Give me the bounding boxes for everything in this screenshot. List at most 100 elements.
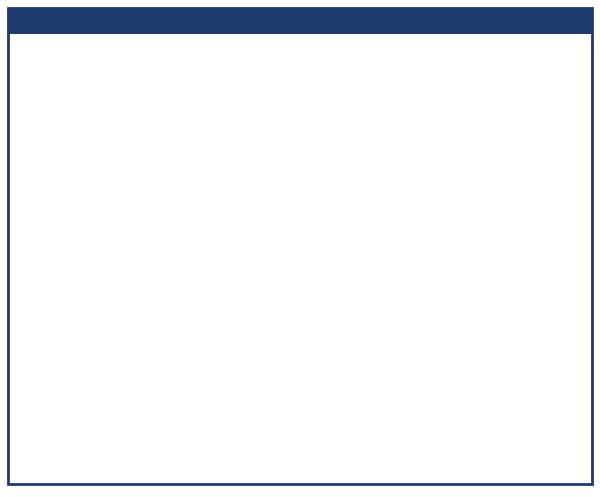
Text: 50.0%: 50.0% xyxy=(338,236,372,246)
Text: 410,634: 410,634 xyxy=(328,398,372,408)
Text: 0: 0 xyxy=(366,344,372,354)
Text: Financial expenses: Financial expenses xyxy=(13,326,106,336)
Text: 91.1%: 91.1% xyxy=(338,92,372,102)
Text: 960,868: 960,868 xyxy=(440,38,480,48)
Text: 0: 0 xyxy=(582,344,588,354)
Text: EBITDA: EBITDA xyxy=(13,218,53,228)
Text: -6,556: -6,556 xyxy=(557,326,588,336)
Text: Profit before tax: Profit before tax xyxy=(13,398,104,408)
Text: 482,602: 482,602 xyxy=(436,218,480,228)
Text: Profit (loss) on disposal: Profit (loss) on disposal xyxy=(13,344,127,354)
Text: 0: 0 xyxy=(366,110,372,120)
Text: 36.5%: 36.5% xyxy=(446,470,480,480)
Text: Other operating expenses: Other operating expenses xyxy=(13,200,140,210)
Text: % of sales: % of sales xyxy=(13,92,68,102)
Text: 0: 0 xyxy=(474,146,480,156)
Text: 0: 0 xyxy=(582,164,588,174)
Text: Revenues: Revenues xyxy=(13,38,61,48)
Text: 0: 0 xyxy=(582,182,588,192)
Text: Net income: Net income xyxy=(13,452,75,462)
Text: -88,938: -88,938 xyxy=(551,56,588,66)
Text: 46.3%: 46.3% xyxy=(554,290,588,300)
Text: Dec-2024: Dec-2024 xyxy=(402,16,458,26)
Text: 0: 0 xyxy=(474,110,480,120)
Text: 0: 0 xyxy=(582,308,588,318)
Text: D&A: D&A xyxy=(13,254,35,264)
Text: % of sales: % of sales xyxy=(13,470,68,480)
Text: 0: 0 xyxy=(474,362,480,372)
Text: 455,877: 455,877 xyxy=(544,398,588,408)
Text: 503,869: 503,869 xyxy=(544,218,588,228)
Text: 875,351: 875,351 xyxy=(436,74,480,84)
Text: -10,146: -10,146 xyxy=(335,326,372,336)
Text: 0: 0 xyxy=(474,380,480,390)
Text: P&L (£): P&L (£) xyxy=(13,16,56,26)
Text: 369,261: 369,261 xyxy=(544,452,588,462)
Text: Financial income: Financial income xyxy=(13,308,95,318)
Text: 420,780: 420,780 xyxy=(328,272,372,282)
Text: Dec-2025: Dec-2025 xyxy=(511,16,566,26)
Text: Dec-2023: Dec-2023 xyxy=(293,16,348,26)
Text: % of sales: % of sales xyxy=(13,236,68,246)
Text: -8,396: -8,396 xyxy=(449,326,480,336)
Text: Gross profit: Gross profit xyxy=(13,74,79,84)
Text: Exceptional income: Exceptional income xyxy=(13,362,109,372)
Text: 45.6%: 45.6% xyxy=(554,416,588,426)
Text: 332,614: 332,614 xyxy=(328,452,372,462)
Text: 0: 0 xyxy=(366,362,372,372)
Text: 0: 0 xyxy=(366,164,372,174)
Text: SG&A: SG&A xyxy=(13,128,41,138)
Text: -392,749: -392,749 xyxy=(436,128,480,138)
Text: 0: 0 xyxy=(474,344,480,354)
Text: Other operating income: Other operating income xyxy=(13,182,130,192)
Text: 462,434: 462,434 xyxy=(544,272,588,282)
Text: Corporation tax: Corporation tax xyxy=(13,434,89,444)
Text: 0: 0 xyxy=(582,380,588,390)
Text: 0: 0 xyxy=(582,362,588,372)
Text: -379,468: -379,468 xyxy=(328,128,372,138)
Text: 91.1%: 91.1% xyxy=(554,92,588,102)
Text: 0: 0 xyxy=(366,146,372,156)
Text: 841,683: 841,683 xyxy=(328,74,372,84)
Text: 0: 0 xyxy=(474,164,480,174)
Text: -78,021: -78,021 xyxy=(334,434,372,444)
Text: 0: 0 xyxy=(366,200,372,210)
Text: 45.0%: 45.0% xyxy=(446,416,480,426)
Text: -86,617: -86,617 xyxy=(551,434,588,444)
Text: Operating income: Operating income xyxy=(13,272,112,282)
Text: 0: 0 xyxy=(582,110,588,120)
Text: 50.2%: 50.2% xyxy=(446,236,480,246)
Text: 0: 0 xyxy=(474,308,480,318)
Text: 0: 0 xyxy=(366,380,372,390)
Text: 910,365: 910,365 xyxy=(544,74,588,84)
Text: 36.0%: 36.0% xyxy=(338,470,372,480)
Text: 91.1%: 91.1% xyxy=(446,92,480,102)
Text: Exceptional expenses: Exceptional expenses xyxy=(13,380,119,390)
Text: Subsidies: Subsidies xyxy=(13,146,59,156)
Text: Capitalized expenses: Capitalized expenses xyxy=(13,110,117,120)
Text: 0: 0 xyxy=(474,200,480,210)
Text: 462,216: 462,216 xyxy=(328,218,372,228)
Text: Cost of goods sold: Cost of goods sold xyxy=(13,56,102,66)
Text: 350,544: 350,544 xyxy=(436,452,480,462)
Text: 50.4%: 50.4% xyxy=(554,236,588,246)
Text: 45.5%: 45.5% xyxy=(338,290,372,300)
Text: 441,166: 441,166 xyxy=(436,272,480,282)
Text: 923,911: 923,911 xyxy=(332,38,372,48)
Text: % of sales: % of sales xyxy=(13,290,68,300)
Text: -41,436: -41,436 xyxy=(335,254,372,264)
Text: -41,436: -41,436 xyxy=(551,254,588,264)
Text: 0: 0 xyxy=(474,182,480,192)
Text: % of sales: % of sales xyxy=(13,416,68,426)
Text: Lease rentals: Lease rentals xyxy=(13,164,79,174)
Text: -85,517: -85,517 xyxy=(442,56,480,66)
Text: -82,226: -82,226 xyxy=(442,434,480,444)
Text: 37.0%: 37.0% xyxy=(554,470,588,480)
Text: 432,770: 432,770 xyxy=(436,398,480,408)
Text: 0: 0 xyxy=(366,182,372,192)
Text: 999,303: 999,303 xyxy=(548,38,588,48)
Text: -406,495: -406,495 xyxy=(545,128,588,138)
Text: -41,436: -41,436 xyxy=(443,254,480,264)
Text: 45.9%: 45.9% xyxy=(446,290,480,300)
Text: 0: 0 xyxy=(582,146,588,156)
